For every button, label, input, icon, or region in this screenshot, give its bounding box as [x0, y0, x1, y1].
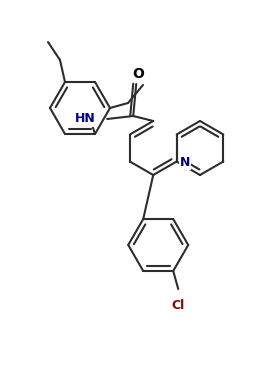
- Text: Cl: Cl: [172, 299, 185, 312]
- Text: O: O: [132, 67, 144, 81]
- Text: N: N: [180, 156, 190, 169]
- Text: HN: HN: [75, 113, 95, 125]
